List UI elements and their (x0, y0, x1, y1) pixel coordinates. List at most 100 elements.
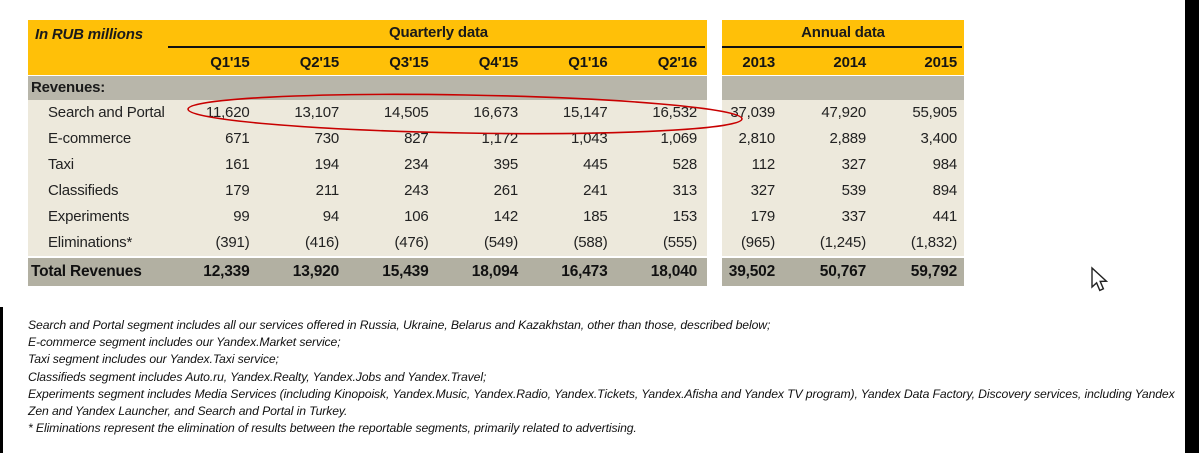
annual-rows: 37,039 47,920 55,905 2,810 2,889 3,400 1… (722, 100, 964, 256)
value-cell: 94 (322, 208, 339, 225)
annual-group-underline (722, 46, 962, 48)
total-label: Total Revenues (31, 263, 142, 280)
total-cell: 59,792 (910, 263, 957, 280)
table-row: Classifieds 179 211 243 261 241 313 (28, 178, 707, 204)
value-cell: 528 (672, 156, 698, 173)
quarterly-column-headers: Q1'15 Q2'15 Q3'15 Q4'15 Q1'16 Q2'16 (28, 54, 707, 71)
value-cell: 179 (750, 208, 776, 225)
value-cell: 313 (672, 182, 698, 199)
row-label: Experiments (48, 208, 130, 225)
quarterly-header: In RUB millions Quarterly data Q1'15 Q2'… (28, 20, 707, 75)
column-header: Q2'16 (657, 54, 697, 71)
table-row: Eliminations* (391) (416) (476) (549) (5… (28, 230, 707, 256)
total-cell: 18,040 (650, 263, 697, 280)
row-label: Eliminations* (48, 234, 133, 251)
right-black-bar (1185, 0, 1199, 453)
footnote-line: Classifieds segment includes Auto.ru, Ya… (28, 369, 487, 384)
mouse-cursor-icon (1091, 266, 1109, 292)
value-cell: (588) (573, 234, 608, 251)
value-cell: 445 (583, 156, 608, 173)
table-row: 2,810 2,889 3,400 (722, 126, 964, 152)
column-header: 2015 (924, 54, 957, 71)
annual-header: Annual data 2013 2014 2015 (722, 20, 964, 75)
value-cell: 14,505 (383, 104, 429, 121)
value-cell: 161 (225, 156, 250, 173)
value-cell: 3,400 (920, 130, 957, 147)
column-header: Q1'15 (210, 54, 250, 71)
value-cell: 1,043 (570, 130, 608, 147)
annual-column-headers: 2013 2014 2015 (722, 54, 964, 71)
value-cell: 11,620 (205, 104, 250, 121)
quarterly-data-table: In RUB millions Quarterly data Q1'15 Q2'… (28, 20, 707, 286)
column-header: 2013 (742, 54, 775, 71)
value-cell: 395 (493, 156, 519, 173)
table-row: 112 327 984 (722, 152, 964, 178)
value-cell: 337 (841, 208, 867, 225)
revenues-section-band-annual (722, 76, 964, 100)
value-cell: (1,832) (910, 234, 957, 251)
table-row: 179 337 441 (722, 204, 964, 230)
total-cell: 39,502 (728, 263, 775, 280)
footnote-line: Search and Portal segment includes all o… (28, 318, 771, 332)
value-cell: 16,673 (473, 104, 518, 121)
value-cell: 327 (750, 182, 776, 199)
table-row: 37,039 47,920 55,905 (722, 100, 964, 126)
annual-data-table: Annual data 2013 2014 2015 37,039 47,920… (722, 20, 964, 286)
value-cell: 327 (841, 156, 867, 173)
value-cell: 112 (751, 156, 776, 173)
footnotes: Search and Portal segment includes all o… (28, 317, 1183, 437)
value-cell: 441 (932, 208, 958, 225)
value-cell: 539 (841, 182, 867, 199)
revenues-section-band: Revenues: (28, 76, 707, 100)
column-header: Q1'16 (568, 54, 608, 71)
value-cell: 16,532 (652, 104, 697, 121)
value-cell: (476) (394, 234, 429, 251)
footnote-line: Taxi segment includes our Yandex.Taxi se… (28, 352, 279, 367)
left-border-line (0, 307, 3, 453)
table-row: (965) (1,245) (1,832) (722, 230, 964, 256)
footnote-line: Experiments segment includes Media Servi… (28, 386, 1175, 401)
total-cell: 13,920 (292, 263, 339, 280)
value-cell: (1,245) (819, 234, 866, 251)
value-cell: (549) (483, 234, 518, 251)
value-cell: 106 (404, 208, 429, 225)
total-cell: 12,339 (203, 263, 250, 280)
table-row: 327 539 894 (722, 178, 964, 204)
column-header: Q4'15 (478, 54, 518, 71)
row-label: Classifieds (48, 182, 119, 199)
revenues-section-label: Revenues: (31, 79, 106, 96)
value-cell: 153 (672, 208, 698, 225)
total-cell: 16,473 (561, 263, 608, 280)
value-cell: 15,147 (562, 104, 608, 121)
total-cell: 15,439 (382, 263, 429, 280)
total-revenues-row-annual: 39,502 50,767 59,792 (722, 258, 964, 286)
value-cell: 99 (233, 208, 250, 225)
value-cell: 47,920 (821, 104, 866, 121)
value-cell: 179 (225, 182, 250, 199)
total-cell: 18,094 (471, 263, 518, 280)
value-cell: 261 (493, 182, 519, 199)
value-cell: 894 (932, 182, 958, 199)
value-cell: (555) (662, 234, 697, 251)
unit-label: In RUB millions (35, 26, 143, 43)
value-cell: 671 (225, 130, 250, 147)
footnote-line: Zen and Yandex Launcher, and Search and … (28, 403, 348, 418)
row-label: Search and Portal (48, 104, 165, 121)
annual-group-label: Annual data (801, 24, 885, 41)
value-cell: 984 (932, 156, 958, 173)
quarterly-rows: Search and Portal 11,620 13,107 14,505 1… (28, 100, 707, 256)
value-cell: 730 (314, 130, 340, 147)
value-cell: 243 (404, 182, 429, 199)
total-cell: 50,767 (819, 263, 866, 280)
value-cell: 211 (315, 182, 340, 199)
value-cell: 55,905 (912, 104, 957, 121)
column-header: Q3'15 (389, 54, 429, 71)
table-row: Experiments 99 94 106 142 185 153 (28, 204, 707, 230)
quarterly-group-label: Quarterly data (389, 24, 488, 41)
value-cell: 827 (404, 130, 429, 147)
value-cell: 1,069 (660, 130, 697, 147)
footnote-line: E-commerce segment includes our Yandex.M… (28, 335, 341, 350)
table-row: Search and Portal 11,620 13,107 14,505 1… (28, 100, 707, 126)
value-cell: 142 (493, 208, 519, 225)
